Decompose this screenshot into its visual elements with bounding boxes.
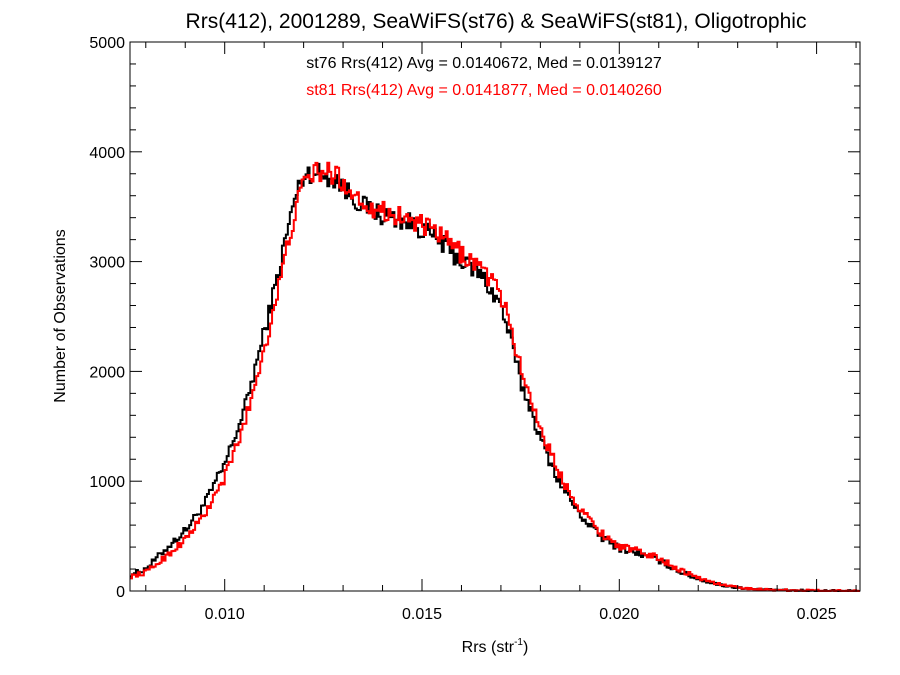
chart-title: Rrs(412), 2001289, SeaWiFS(st76) & SeaWi… [186,10,807,33]
x-tick-label: 0.010 [205,606,245,623]
x-axis: 0.010 0.015 0.020 0.025 [145,42,857,623]
y-tick-label: 5000 [89,35,125,52]
y-axis-label: Number of Observations [52,229,69,402]
x-axis-label: Rrs (str-1) [462,637,529,656]
y-tick-label: 0 [116,584,125,601]
annotation-st81: st81 Rrs(412) Avg = 0.0141877, Med = 0.0… [306,82,662,99]
x-axis-label-sup: -1 [514,637,523,648]
plot-area [130,161,860,592]
x-tick-label: 0.020 [599,606,639,623]
plot-frame [129,41,861,592]
annotation-st76: st76 Rrs(412) Avg = 0.0140672, Med = 0.0… [306,55,662,72]
x-axis-label-main: Rrs (str [462,639,515,656]
series-line-1 [130,161,860,592]
x-tick-label: 0.015 [402,606,442,623]
series-line-0 [130,162,860,592]
y-tick-label: 4000 [89,145,125,162]
y-axis: 0 1000 2000 3000 4000 5000 [89,35,860,601]
x-tick-label: 0.025 [797,606,837,623]
x-axis-label-tail: ) [523,639,528,656]
y-tick-label: 1000 [89,474,125,491]
y-tick-label: 3000 [89,255,125,272]
y-tick-label: 2000 [89,364,125,381]
